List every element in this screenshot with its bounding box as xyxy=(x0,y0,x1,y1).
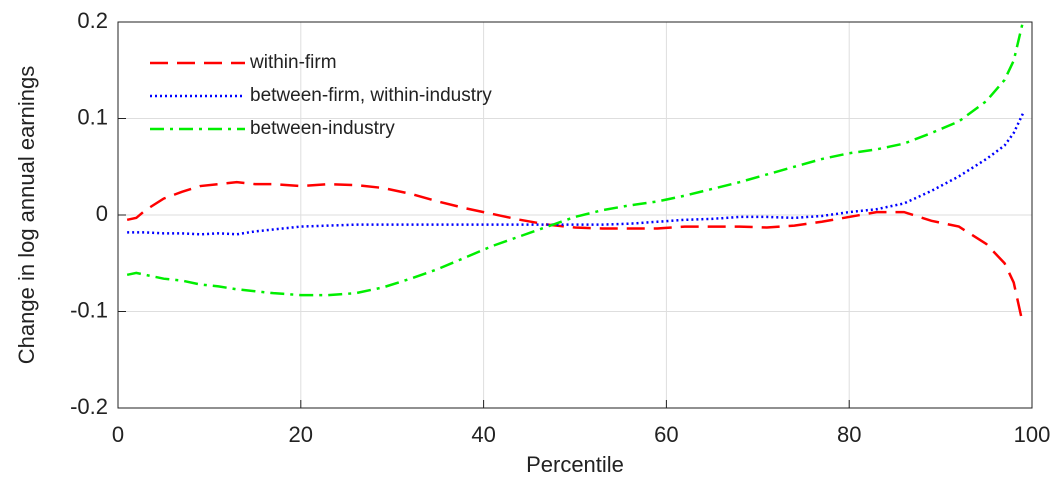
y-tick-label: -0.1 xyxy=(70,297,108,322)
axes-box xyxy=(117,21,1033,409)
x-tick-label: 0 xyxy=(112,422,124,447)
x-tick-label: 40 xyxy=(471,422,495,447)
y-tick-label: -0.2 xyxy=(70,394,108,419)
x-tick-label: 80 xyxy=(837,422,861,447)
series-line xyxy=(126,21,1025,297)
x-tick-label: 20 xyxy=(289,422,313,447)
x-tick-label: 100 xyxy=(1014,422,1051,447)
x-axis-label: Percentile xyxy=(526,452,624,477)
x-tick-label: 60 xyxy=(654,422,678,447)
legend-label: between-firm, within-industry xyxy=(250,85,492,106)
legend-label: between-industry xyxy=(250,118,395,139)
legend-label: within-firm xyxy=(249,52,337,73)
y-tick-label: 0.1 xyxy=(77,104,108,129)
series-line xyxy=(127,113,1024,236)
y-tick-label: 0.2 xyxy=(77,8,108,33)
y-tick-label: 0 xyxy=(96,201,108,226)
y-axis-label: Change in log annual earnings xyxy=(14,66,39,364)
